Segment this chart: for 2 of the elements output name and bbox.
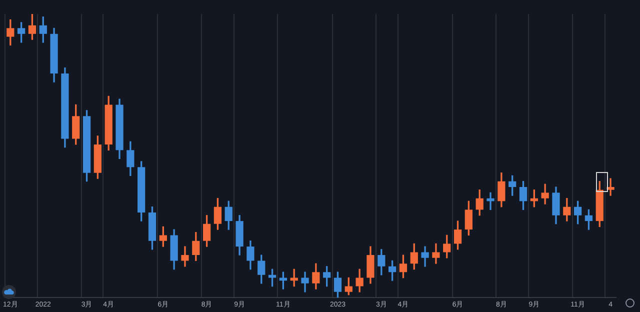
candlestick — [606, 178, 614, 196]
candlestick — [486, 192, 494, 210]
